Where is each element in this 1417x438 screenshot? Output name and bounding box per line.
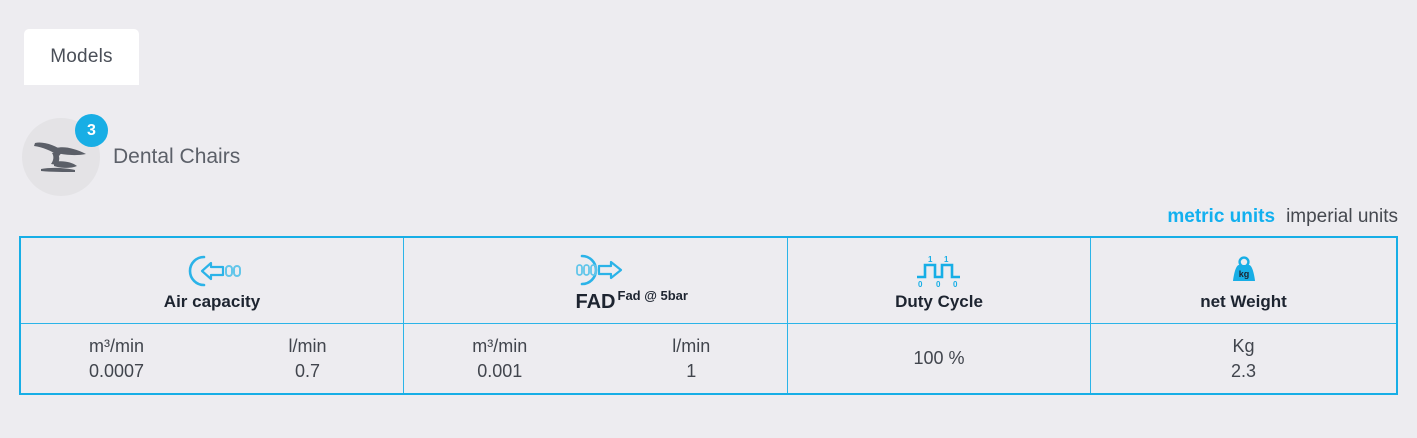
category-count-badge: 3 [75,114,108,147]
spec-column-duty-cycle: 1 1 0 0 0 Duty Cycle [787,238,1090,323]
spec-column-fad: FAD Fad @ 5bar [403,238,787,323]
spec-cell-duty-cycle: 100 % [787,324,1090,393]
measure-value: 0.0007 [88,360,145,381]
weight-kg-icon: kg [1227,251,1261,291]
spec-column-net-weight: kg net Weight [1090,238,1396,323]
svg-text:1: 1 [944,255,949,264]
measure-m3min: m³/min 0.001 [404,324,596,393]
spec-cell-net-weight: Kg 2.3 [1090,324,1396,393]
measure-value: 2.3 [1230,360,1257,381]
measure-value: 100 % [913,348,965,369]
spec-table-header-row: Air capacity FAD Fad @ 5bar [21,238,1396,323]
svg-text:0: 0 [936,280,941,289]
category-name: Dental Chairs [113,145,241,168]
spec-column-superscript: Fad @ 5bar [617,287,688,303]
measure-lmin: l/min 0.7 [212,324,403,393]
measure-single: Kg 2.3 [1231,324,1256,393]
measure-pair: m³/min 0.0007 l/min 0.7 [21,324,403,393]
measure-value: 0.001 [477,360,523,381]
svg-text:kg: kg [1238,269,1249,279]
measure-single: 100 % [913,324,964,393]
metric-units-toggle[interactable]: metric units [1167,206,1276,227]
air-output-arrow-icon [564,250,628,290]
measure-unit: m³/min [89,336,144,357]
imperial-units-toggle[interactable]: imperial units [1286,206,1398,227]
measure-unit: Kg [1232,336,1255,357]
unit-switch: metric units imperial units [1167,206,1398,228]
spec-column-title: Duty Cycle [895,292,983,311]
svg-text:0: 0 [918,280,923,289]
measure-unit: m³/min [472,336,528,357]
measure-m3min: m³/min 0.0007 [21,324,212,393]
spec-table-data-row: m³/min 0.0007 l/min 0.7 m³/min 0.001 [21,323,1396,393]
spec-table: Air capacity FAD Fad @ 5bar [19,236,1398,395]
svg-text:0: 0 [953,280,958,289]
tab-models[interactable]: Models [24,29,139,85]
spec-cell-air-capacity: m³/min 0.0007 l/min 0.7 [21,324,403,393]
svg-text:1: 1 [928,255,933,264]
spec-column-title-wrap: FAD Fad @ 5bar [575,289,688,313]
measure-pair: m³/min 0.001 l/min 1 [404,324,787,393]
tab-strip: Models [0,29,1417,85]
spec-column-title: FAD [575,290,616,313]
spec-column-title: Air capacity [163,292,261,311]
measure-value: 0.7 [294,360,321,381]
square-wave-icon: 1 1 0 0 0 [911,251,967,291]
category-header: 3 Dental Chairs [22,114,241,196]
spec-column-title: net Weight [1200,292,1287,311]
measure-lmin: l/min 1 [596,324,788,393]
spec-column-air-capacity: Air capacity [21,238,403,323]
tab-models-label: Models [50,46,113,67]
measure-unit: l/min [672,336,711,357]
measure-unit: l/min [288,336,327,357]
spec-cell-fad: m³/min 0.001 l/min 1 [403,324,787,393]
category-avatar-wrap[interactable]: 3 [22,114,108,196]
air-intake-arrow-icon [180,251,244,291]
measure-value: 1 [686,360,697,381]
dental-chair-icon [34,142,86,172]
